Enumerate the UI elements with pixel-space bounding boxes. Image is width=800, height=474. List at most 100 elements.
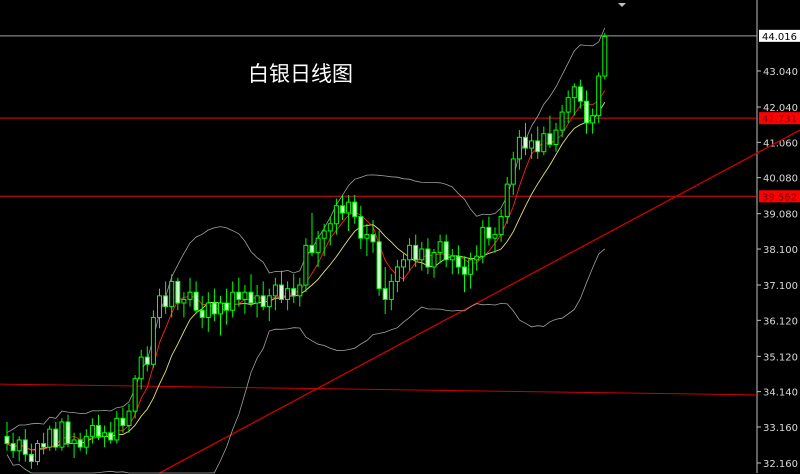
candle xyxy=(41,432,47,455)
candle-body xyxy=(242,291,248,300)
candle xyxy=(480,220,486,264)
candle xyxy=(224,288,230,325)
candle-body xyxy=(126,410,132,427)
candle-body xyxy=(462,266,467,275)
candle-body xyxy=(41,443,47,448)
y-tick-label: 42.040 xyxy=(763,103,798,114)
candle xyxy=(22,429,28,462)
candle xyxy=(218,295,223,336)
candle xyxy=(120,407,126,433)
candle-body xyxy=(35,443,40,463)
candle-body xyxy=(157,295,162,318)
candle xyxy=(340,194,345,221)
candle xyxy=(474,245,480,271)
candle xyxy=(144,346,150,372)
candle xyxy=(65,414,71,448)
candle-body xyxy=(571,86,577,99)
trend-line xyxy=(159,129,800,474)
candle xyxy=(547,115,553,149)
candle xyxy=(449,248,455,275)
candle xyxy=(541,126,547,156)
y-tick-label: 34.140 xyxy=(763,388,798,399)
candle xyxy=(157,288,162,329)
price-label-text: 41.731 xyxy=(762,114,797,125)
candle xyxy=(516,130,522,170)
candle xyxy=(260,281,266,311)
candle-body xyxy=(144,356,150,365)
candle-body xyxy=(77,439,83,448)
candle xyxy=(431,248,437,278)
candle-body xyxy=(504,183,510,218)
candle xyxy=(419,241,425,271)
candle-body xyxy=(224,302,230,311)
candle-body xyxy=(102,432,108,437)
candle xyxy=(193,281,199,314)
candle xyxy=(285,281,291,311)
candle xyxy=(291,274,297,304)
candle-body xyxy=(486,226,492,239)
candle-body xyxy=(584,100,589,124)
candle-body xyxy=(431,252,437,268)
candle-body xyxy=(169,280,175,308)
candle xyxy=(10,432,16,458)
candle xyxy=(401,252,406,282)
candle-body xyxy=(510,158,516,185)
candle-body xyxy=(541,133,547,153)
candle xyxy=(425,238,431,275)
candle xyxy=(437,234,443,264)
candle-body xyxy=(96,425,101,437)
candle-body xyxy=(59,421,65,448)
candle-body xyxy=(4,435,10,445)
y-tick-label: 32.160 xyxy=(763,459,798,470)
candle xyxy=(266,288,272,322)
candle-body xyxy=(523,136,528,149)
candle xyxy=(279,270,284,304)
candle-body xyxy=(248,291,254,304)
candle xyxy=(47,425,53,451)
price-label-text: 39.562 xyxy=(762,192,797,203)
chart-title: 白银日线图 xyxy=(248,62,353,86)
candle-body xyxy=(443,241,449,261)
candle-body xyxy=(291,288,297,297)
y-tick-label: 43.040 xyxy=(763,67,798,78)
candle xyxy=(553,122,559,152)
candle xyxy=(297,277,303,307)
candle xyxy=(455,245,461,275)
candle-body xyxy=(211,302,217,315)
candle-body xyxy=(71,439,77,445)
candle-body xyxy=(535,140,541,153)
price-label-box xyxy=(759,29,800,42)
candle xyxy=(413,234,419,268)
bollinger-lower-band xyxy=(6,248,606,474)
candle-body xyxy=(590,115,596,124)
candle-body xyxy=(309,244,315,254)
candle-body xyxy=(120,417,126,427)
price-label-box xyxy=(759,190,800,203)
y-tick-label: 40.080 xyxy=(763,174,798,185)
candle xyxy=(492,227,498,253)
candle xyxy=(364,223,370,257)
candle xyxy=(394,259,400,293)
candle xyxy=(89,418,95,444)
candle-body xyxy=(163,295,169,308)
candle xyxy=(254,285,260,318)
candle xyxy=(559,104,565,138)
candle-body xyxy=(321,230,327,239)
candle xyxy=(571,83,577,116)
candle xyxy=(108,421,114,444)
candle xyxy=(565,90,571,123)
candle-body xyxy=(577,86,583,102)
candle xyxy=(596,72,602,123)
candle xyxy=(132,375,138,419)
candle-body xyxy=(254,295,260,304)
candle-body xyxy=(10,443,16,452)
candle-body xyxy=(401,259,406,268)
candle-body xyxy=(425,248,431,268)
candle-body xyxy=(468,259,474,275)
candle-body xyxy=(285,288,291,300)
candle xyxy=(584,90,589,134)
candle-body xyxy=(28,453,34,463)
candle xyxy=(150,310,156,368)
